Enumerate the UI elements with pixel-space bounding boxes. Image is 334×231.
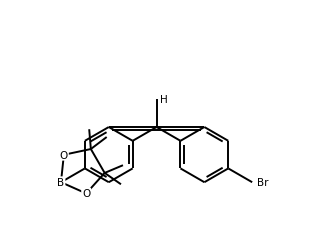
- Text: B: B: [57, 177, 64, 187]
- Text: O: O: [82, 189, 90, 199]
- Text: O: O: [60, 150, 68, 160]
- Text: H: H: [160, 95, 167, 105]
- Text: Br: Br: [258, 177, 269, 187]
